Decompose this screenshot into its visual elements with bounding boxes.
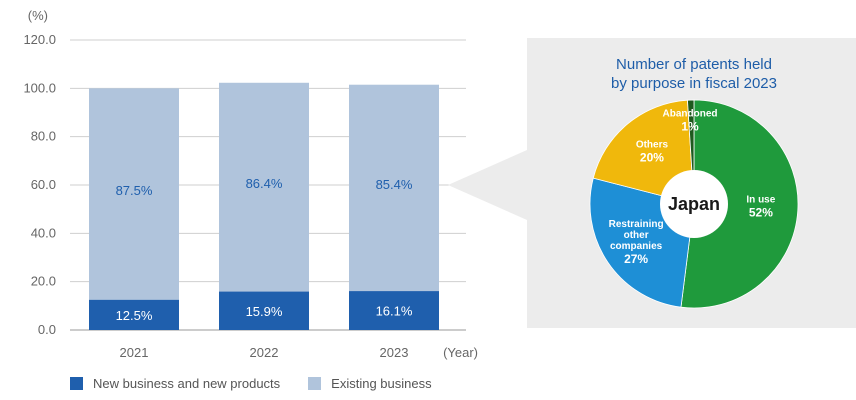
legend-label-existing-business: Existing business bbox=[331, 376, 432, 391]
bar-label-new-business: 12.5% bbox=[116, 308, 153, 323]
pie-slice-value-label: 27% bbox=[624, 252, 648, 266]
pie-slice-label: companies bbox=[610, 241, 663, 252]
bar-new-business bbox=[219, 291, 309, 330]
x-tick-label: 2023 bbox=[380, 345, 409, 360]
pie-slice-label: In use bbox=[746, 195, 775, 206]
y-tick-label: 0.0 bbox=[38, 322, 56, 337]
y-tick-label: 100.0 bbox=[23, 80, 56, 95]
y-tick-label: 20.0 bbox=[31, 274, 56, 289]
legend-swatch-new-business bbox=[70, 377, 83, 390]
bar-label-existing-business: 87.5% bbox=[116, 183, 153, 198]
y-tick-label: 80.0 bbox=[31, 129, 56, 144]
pie-slice-label: Restraining bbox=[609, 219, 664, 230]
y-tick-label: 60.0 bbox=[31, 177, 56, 192]
pie-title-line: by purpose in fiscal 2023 bbox=[611, 75, 777, 92]
pie-title-line: Number of patents held bbox=[616, 56, 772, 73]
pie-slice-value-label: 20% bbox=[640, 151, 664, 165]
pie-slice-in-use bbox=[680, 99, 799, 309]
legend-swatch-existing-business bbox=[308, 377, 322, 390]
bar-label-existing-business: 85.4% bbox=[376, 177, 413, 192]
legend-label-new-business: New business and new products bbox=[93, 376, 281, 391]
legend-item-new-business: New business and new products bbox=[70, 376, 280, 391]
bar-label-new-business: 16.1% bbox=[376, 304, 413, 319]
bar-existing-business bbox=[349, 84, 439, 292]
pie-center-hole bbox=[660, 170, 728, 238]
bar-existing-business bbox=[219, 82, 309, 292]
pie-slice-value-label: 52% bbox=[749, 206, 773, 220]
legend: New business and new products Existing b… bbox=[70, 376, 460, 391]
bar-new-business bbox=[349, 291, 439, 330]
y-tick-label: 120.0 bbox=[23, 32, 56, 47]
y-axis-unit: (%) bbox=[28, 8, 48, 23]
pie-slice-value-label: 1% bbox=[681, 120, 699, 134]
bar-new-business bbox=[89, 299, 179, 330]
pie-slice-others bbox=[592, 99, 695, 205]
pie-slice-label: Others bbox=[636, 140, 669, 151]
pie-slice-label: Abandoned bbox=[663, 109, 718, 120]
y-tick-label: 40.0 bbox=[31, 225, 56, 240]
x-axis-unit: (Year) bbox=[443, 345, 478, 360]
pie-slice-label: other bbox=[624, 230, 649, 241]
legend-item-existing-business: Existing business bbox=[308, 376, 432, 391]
bar-existing-business bbox=[89, 88, 179, 300]
pie-center-label: Japan bbox=[668, 194, 720, 214]
x-tick-label: 2022 bbox=[250, 345, 279, 360]
x-tick-label: 2021 bbox=[120, 345, 149, 360]
callout-pointer bbox=[448, 150, 527, 220]
bar-label-existing-business: 86.4% bbox=[246, 176, 283, 191]
bar-label-new-business: 15.9% bbox=[246, 304, 283, 319]
